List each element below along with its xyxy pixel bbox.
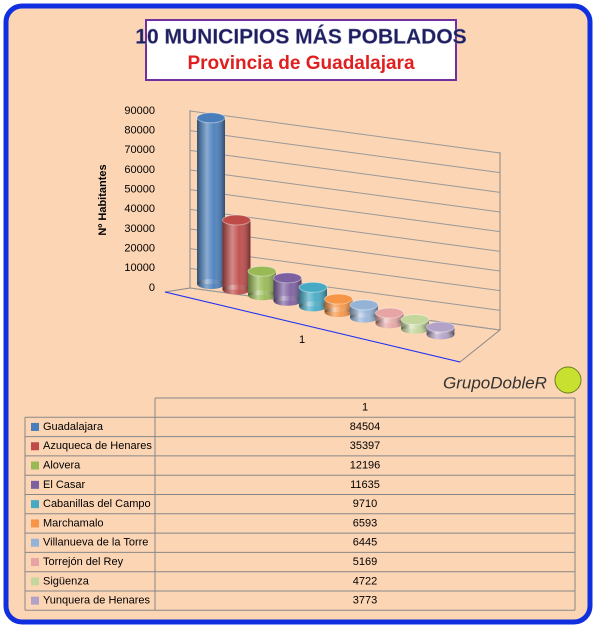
legend-label: Sigüenza <box>43 575 90 587</box>
table-value: 11635 <box>350 479 380 491</box>
x-tick-label: 1 <box>299 334 305 346</box>
y-tick-label: 80000 <box>124 125 155 137</box>
legend-label: Marchamalo <box>43 517 104 529</box>
cylinder-top <box>247 265 277 277</box>
legend-label: Azuqueca de Henares <box>43 440 152 452</box>
cylinder-top <box>196 112 226 124</box>
legend-label: Yunquera de Henares <box>43 595 151 607</box>
y-tick-label: 20000 <box>124 243 155 255</box>
grid-line <box>189 110 501 154</box>
y-tick-label: 40000 <box>124 203 155 215</box>
data-table: 1 Guadalajara 84504 Azuqueca de Henares 3539… <box>24 397 576 611</box>
y-tick-label: 50000 <box>124 184 155 196</box>
cylinder-top <box>324 293 353 305</box>
legend-swatch <box>31 519 39 528</box>
legend-swatch <box>31 422 39 431</box>
chart-title: 10 MUNICIPIOS MÁS POBLADOS <box>135 26 466 49</box>
legend-swatch <box>31 500 39 509</box>
logo-icon <box>554 366 582 394</box>
grid-line <box>189 189 501 233</box>
y-tick-label: 70000 <box>124 144 155 156</box>
cylinder-shade <box>222 219 251 290</box>
cylinder-top <box>426 321 455 333</box>
cylinder-bottom-shade <box>273 295 302 306</box>
grid-line <box>189 130 501 174</box>
cylinder-top <box>375 307 404 319</box>
grid-line <box>189 169 501 213</box>
legend-swatch <box>31 538 39 547</box>
y-tick-label: 60000 <box>124 164 155 176</box>
cylinder-bottom-shade <box>248 290 276 301</box>
legend-label: Villanueva de la Torre <box>43 537 148 549</box>
cylinder-bottom-shade <box>197 279 225 289</box>
table-value: 12196 <box>350 459 381 471</box>
cylinder-shade <box>375 313 404 324</box>
y-tick-label: 10000 <box>124 262 155 274</box>
cylinder-top <box>349 299 379 311</box>
cylinder-bottom-shade <box>324 307 353 317</box>
cylinder-shade <box>273 277 302 301</box>
cylinder-top <box>400 314 430 326</box>
table-value: 84504 <box>350 421 381 433</box>
y-axis-label: Nº Habitantes <box>97 164 109 235</box>
y-tick-label: 90000 <box>124 105 155 117</box>
chart-subtitle: Provincia de Guadalajara <box>187 53 414 74</box>
title-box <box>145 19 457 81</box>
legend-label: Cabanillas del Campo <box>43 498 151 510</box>
table-value: 5169 <box>353 556 377 568</box>
logo-text: GrupoDobleR <box>443 373 547 392</box>
cylinder-bottom-shade <box>350 312 378 323</box>
legend-label: Alovera <box>43 459 81 471</box>
cylinder-shade <box>248 271 276 296</box>
cylinder-top <box>273 272 302 284</box>
legend-swatch <box>31 558 39 567</box>
legend-swatch <box>31 461 39 470</box>
y-tick-label: 30000 <box>124 223 155 235</box>
cylinder-bottom-shade <box>375 318 404 329</box>
legend-label: Torrejón del Rey <box>43 556 124 568</box>
grid-line <box>189 149 501 193</box>
table-value: 6445 <box>353 537 377 549</box>
table-header: 1 <box>362 402 368 414</box>
table-value: 9710 <box>353 498 377 510</box>
x-axis-line <box>164 291 461 363</box>
legend-swatch <box>31 442 39 451</box>
legend-swatch <box>31 480 39 489</box>
cylinder-top <box>222 214 251 226</box>
legend-swatch <box>31 577 39 586</box>
table-value: 6593 <box>353 517 377 529</box>
legend-label: El Casar <box>43 479 86 491</box>
cylinder-shade <box>299 287 327 307</box>
table-value: 3773 <box>353 595 377 607</box>
cylinder-bottom-shade <box>299 301 327 312</box>
cylinder-bottom-shade <box>426 329 455 340</box>
cylinder-bottom-shade <box>222 284 251 295</box>
cylinder-bottom-shade <box>401 323 429 334</box>
cylinder-top <box>298 281 328 293</box>
y-tick-label: 0 <box>149 282 155 294</box>
table-bg <box>25 398 575 611</box>
cylinder-shade <box>197 117 225 284</box>
table-value: 35397 <box>350 440 381 452</box>
legend-label: Guadalajara <box>43 421 104 433</box>
table-value: 4722 <box>353 575 377 587</box>
legend-swatch <box>31 596 39 605</box>
